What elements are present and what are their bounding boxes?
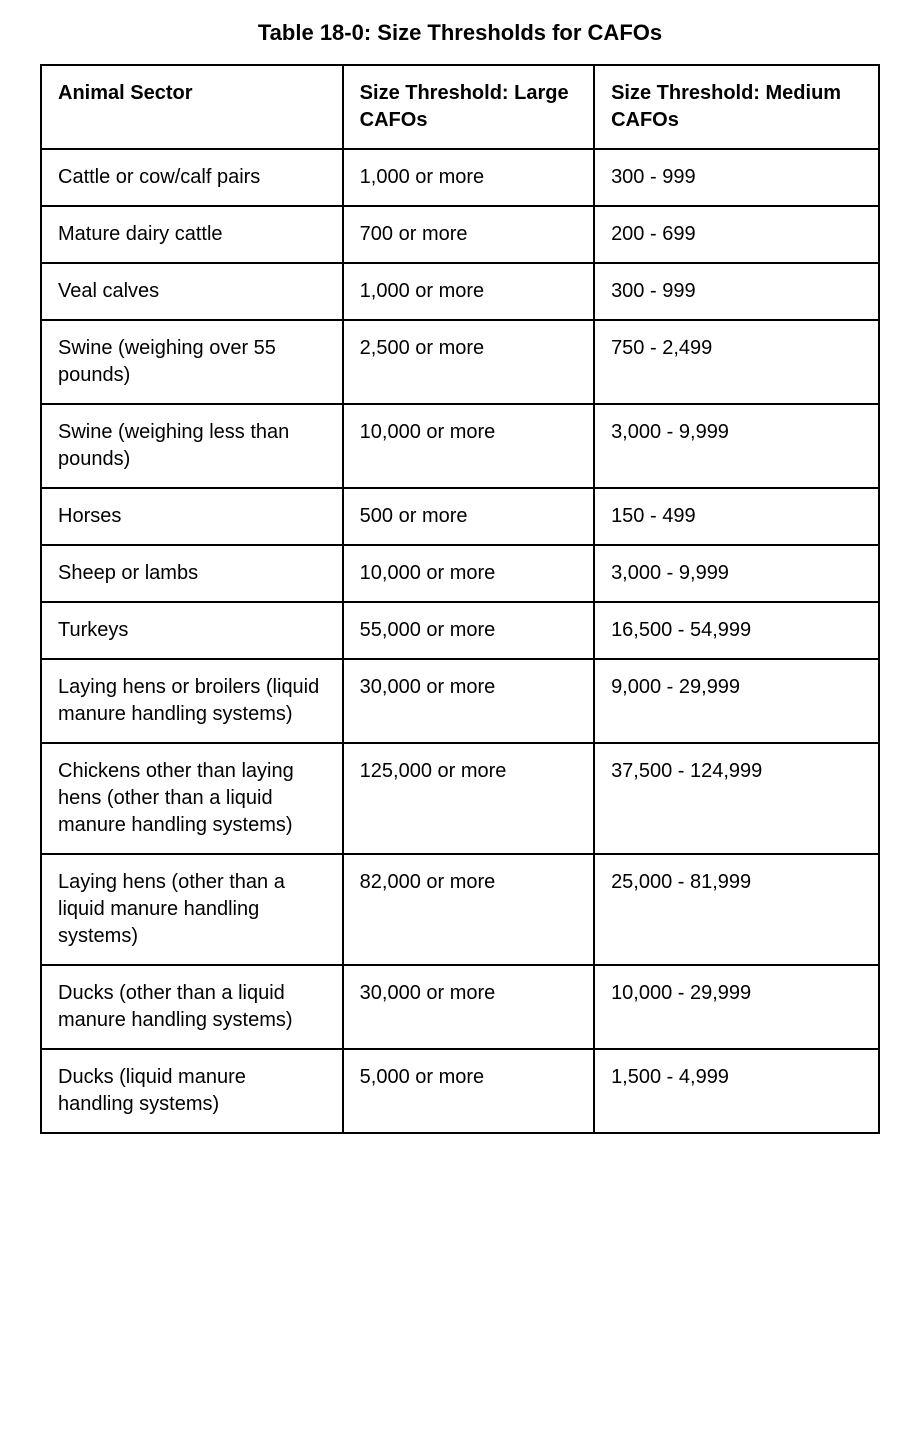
cell-large: 30,000 or more — [343, 659, 594, 743]
table-row: Veal calves 1,000 or more 300 - 999 — [41, 263, 879, 320]
cell-animal-sector: Ducks (liquid manure handling systems) — [41, 1049, 343, 1133]
col-header-medium-cafos: Size Threshold: Medium CAFOs — [594, 65, 879, 149]
cell-medium: 150 - 499 — [594, 488, 879, 545]
table-row: Laying hens or broilers (liquid manure h… — [41, 659, 879, 743]
table-row: Ducks (liquid manure handling systems) 5… — [41, 1049, 879, 1133]
cell-animal-sector: Cattle or cow/calf pairs — [41, 149, 343, 206]
col-header-large-cafos: Size Threshold: Large CAFOs — [343, 65, 594, 149]
cell-medium: 16,500 - 54,999 — [594, 602, 879, 659]
table-row: Sheep or lambs 10,000 or more 3,000 - 9,… — [41, 545, 879, 602]
cell-large: 10,000 or more — [343, 404, 594, 488]
cell-animal-sector: Laying hens or broilers (liquid manure h… — [41, 659, 343, 743]
cell-medium: 750 - 2,499 — [594, 320, 879, 404]
cell-large: 700 or more — [343, 206, 594, 263]
table-row: Horses 500 or more 150 - 499 — [41, 488, 879, 545]
table-row: Swine (weighing less than pounds) 10,000… — [41, 404, 879, 488]
cell-medium: 3,000 - 9,999 — [594, 545, 879, 602]
cell-animal-sector: Swine (weighing less than pounds) — [41, 404, 343, 488]
cell-medium: 9,000 - 29,999 — [594, 659, 879, 743]
cell-animal-sector: Mature dairy cattle — [41, 206, 343, 263]
table-row: Ducks (other than a liquid manure handli… — [41, 965, 879, 1049]
col-header-animal-sector: Animal Sector — [41, 65, 343, 149]
cell-animal-sector: Horses — [41, 488, 343, 545]
cell-animal-sector: Turkeys — [41, 602, 343, 659]
cell-large: 10,000 or more — [343, 545, 594, 602]
cell-medium: 300 - 999 — [594, 263, 879, 320]
table-header-row: Animal Sector Size Threshold: Large CAFO… — [41, 65, 879, 149]
cell-medium: 300 - 999 — [594, 149, 879, 206]
cell-large: 2,500 or more — [343, 320, 594, 404]
cell-large: 82,000 or more — [343, 854, 594, 965]
cell-animal-sector: Chickens other than laying hens (other t… — [41, 743, 343, 854]
table-row: Laying hens (other than a liquid manure … — [41, 854, 879, 965]
table-row: Turkeys 55,000 or more 16,500 - 54,999 — [41, 602, 879, 659]
table-row: Mature dairy cattle 700 or more 200 - 69… — [41, 206, 879, 263]
table-row: Chickens other than laying hens (other t… — [41, 743, 879, 854]
cell-large: 55,000 or more — [343, 602, 594, 659]
cell-medium: 1,500 - 4,999 — [594, 1049, 879, 1133]
cell-large: 500 or more — [343, 488, 594, 545]
cell-medium: 3,000 - 9,999 — [594, 404, 879, 488]
cell-animal-sector: Veal calves — [41, 263, 343, 320]
cafo-thresholds-table: Animal Sector Size Threshold: Large CAFO… — [40, 64, 880, 1134]
table-row: Cattle or cow/calf pairs 1,000 or more 3… — [41, 149, 879, 206]
table-row: Swine (weighing over 55 pounds) 2,500 or… — [41, 320, 879, 404]
cell-large: 1,000 or more — [343, 263, 594, 320]
cell-animal-sector: Ducks (other than a liquid manure handli… — [41, 965, 343, 1049]
cell-animal-sector: Sheep or lambs — [41, 545, 343, 602]
cell-large: 125,000 or more — [343, 743, 594, 854]
cell-medium: 37,500 - 124,999 — [594, 743, 879, 854]
cell-medium: 10,000 - 29,999 — [594, 965, 879, 1049]
cell-medium: 25,000 - 81,999 — [594, 854, 879, 965]
cell-large: 5,000 or more — [343, 1049, 594, 1133]
cell-medium: 200 - 699 — [594, 206, 879, 263]
cell-animal-sector: Laying hens (other than a liquid manure … — [41, 854, 343, 965]
cell-large: 1,000 or more — [343, 149, 594, 206]
cell-animal-sector: Swine (weighing over 55 pounds) — [41, 320, 343, 404]
table-title: Table 18-0: Size Thresholds for CAFOs — [40, 20, 880, 46]
table-body: Cattle or cow/calf pairs 1,000 or more 3… — [41, 149, 879, 1133]
cell-large: 30,000 or more — [343, 965, 594, 1049]
